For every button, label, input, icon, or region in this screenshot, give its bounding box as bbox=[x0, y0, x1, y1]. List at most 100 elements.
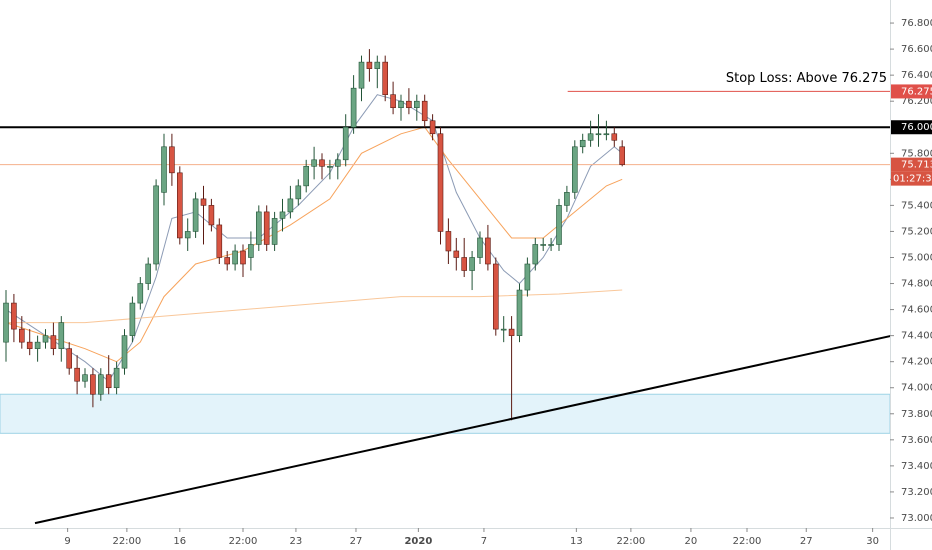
candle-body bbox=[98, 374, 104, 395]
x-tick-label: 22:00 bbox=[616, 536, 645, 547]
candle-body bbox=[184, 231, 191, 239]
candle-body bbox=[224, 257, 231, 265]
candle-body bbox=[240, 250, 246, 265]
candle-body bbox=[587, 133, 594, 141]
y-tick-label: 74.000 bbox=[901, 383, 932, 394]
y-tick-label: 76.400 bbox=[901, 70, 932, 81]
candle-body bbox=[303, 166, 309, 187]
candle-body bbox=[192, 198, 199, 232]
candle-body bbox=[327, 166, 333, 168]
candle-body bbox=[603, 133, 610, 136]
candle-body bbox=[469, 257, 475, 271]
candle-body bbox=[216, 224, 223, 258]
y-tick-label: 73.200 bbox=[901, 487, 932, 498]
candle-body bbox=[453, 250, 460, 258]
candle-body bbox=[26, 341, 33, 349]
candle-body bbox=[232, 250, 238, 265]
x-tick-label: 2020 bbox=[404, 536, 432, 547]
candle-body bbox=[548, 244, 554, 246]
candle-body bbox=[445, 231, 452, 252]
candle-body bbox=[208, 205, 215, 226]
countdown-tag bbox=[891, 171, 932, 186]
candle-body bbox=[485, 237, 491, 265]
candle-body bbox=[358, 61, 365, 89]
candle-body bbox=[382, 61, 388, 95]
y-tick-label: 76.600 bbox=[901, 44, 932, 55]
candle-body bbox=[492, 263, 499, 330]
moving-average bbox=[6, 289, 623, 324]
y-tick-label: 75.800 bbox=[901, 148, 932, 159]
candle-body bbox=[350, 87, 357, 128]
plot-area bbox=[0, 49, 890, 525]
candle-body bbox=[279, 211, 286, 219]
candle-body bbox=[295, 185, 302, 200]
candle-body bbox=[398, 100, 404, 109]
candle-body bbox=[595, 133, 602, 136]
y-tick-label: 74.200 bbox=[901, 357, 932, 368]
countdown: 01:27:32 bbox=[893, 174, 932, 185]
candle-body bbox=[619, 146, 625, 165]
candle-body bbox=[248, 244, 254, 258]
y-tick-label: 75.400 bbox=[901, 200, 932, 211]
candle-body bbox=[421, 100, 428, 122]
candle-body bbox=[516, 289, 523, 336]
candle-body bbox=[540, 244, 546, 246]
candle-body bbox=[177, 172, 183, 239]
candle-body bbox=[3, 302, 9, 343]
price-tag bbox=[891, 120, 932, 135]
x-tick-label: 20 bbox=[685, 536, 698, 547]
candle-body bbox=[137, 283, 144, 304]
candle-body bbox=[437, 133, 444, 232]
candle-body bbox=[90, 374, 96, 395]
candle-body bbox=[461, 257, 467, 271]
price-tag bbox=[891, 157, 932, 172]
candle-body bbox=[556, 205, 562, 245]
x-tick-label: 22:00 bbox=[733, 536, 762, 547]
candle-body bbox=[161, 146, 167, 193]
y-tick-label: 73.400 bbox=[901, 461, 932, 472]
candle-body bbox=[271, 218, 278, 245]
annotation: Stop Loss: Above 76.275 bbox=[726, 71, 887, 86]
candle-body bbox=[500, 328, 507, 331]
x-tick-label: 16 bbox=[173, 536, 186, 547]
candle-body bbox=[200, 198, 207, 206]
candle-body bbox=[334, 159, 341, 167]
price-tag bbox=[891, 84, 932, 99]
candle-body bbox=[508, 328, 515, 336]
candle-body bbox=[42, 335, 49, 343]
candle-body bbox=[82, 374, 88, 382]
x-tick-label: 9 bbox=[64, 536, 70, 547]
axes: 73.000 73.200 73.400 73.600 73.800 74.000 74.2… bbox=[64, 18, 932, 547]
candle-body bbox=[406, 100, 412, 109]
support-zone bbox=[0, 393, 890, 434]
candle-body bbox=[34, 341, 41, 349]
y-tick-label: 74.400 bbox=[901, 331, 932, 342]
candle-body bbox=[319, 159, 325, 167]
x-tick-label: 30 bbox=[866, 536, 879, 547]
y-tick-label: 74.800 bbox=[901, 279, 932, 290]
candle-body bbox=[121, 335, 128, 369]
candle-body bbox=[50, 335, 57, 349]
x-tick-label: 22:00 bbox=[112, 536, 141, 547]
candle-body bbox=[311, 159, 317, 167]
candle-body bbox=[129, 302, 136, 336]
candle-body bbox=[429, 120, 436, 135]
x-tick-label: 13 bbox=[570, 536, 583, 547]
x-tick-label: 7 bbox=[481, 536, 487, 547]
candle-body bbox=[477, 237, 483, 258]
candle-body bbox=[366, 61, 373, 69]
x-tick-label: 23 bbox=[290, 536, 303, 547]
candle-body bbox=[11, 302, 17, 330]
candle-body bbox=[66, 348, 73, 369]
candle-body bbox=[19, 328, 25, 343]
candle-body bbox=[413, 100, 420, 109]
y-tick-label: 76.800 bbox=[901, 18, 932, 29]
candle-body bbox=[74, 367, 80, 382]
candle-body bbox=[532, 244, 539, 265]
candle-body bbox=[113, 367, 120, 389]
x-tick-label: 27 bbox=[350, 536, 363, 547]
candle-body bbox=[255, 211, 262, 245]
candle-body bbox=[263, 211, 270, 245]
candle-body bbox=[579, 139, 586, 148]
